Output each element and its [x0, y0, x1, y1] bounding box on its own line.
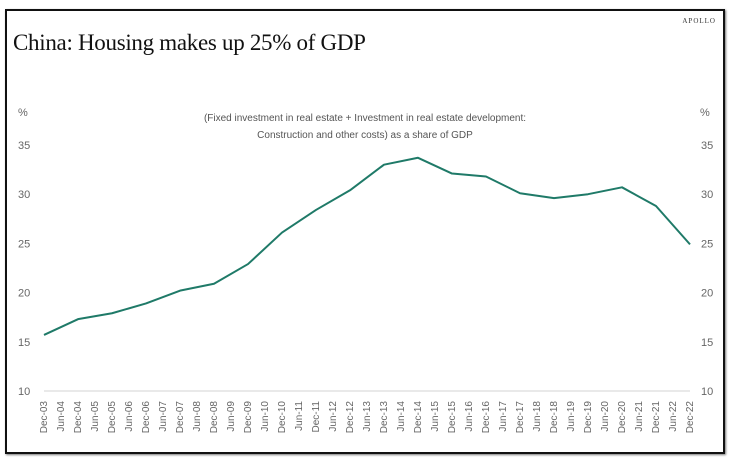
x-tick-label: Jun-21	[634, 401, 645, 432]
y-tick-left: 25	[18, 238, 30, 250]
y-tick-right: 25	[701, 238, 713, 250]
brand-logo: APOLLO	[682, 17, 716, 25]
x-tick-label: Dec-06	[141, 401, 152, 434]
y-tick-right: 30	[701, 189, 713, 201]
y-tick-left: 10	[18, 386, 30, 398]
x-tick-label: Dec-07	[175, 401, 186, 434]
x-tick-label: Dec-11	[311, 401, 322, 433]
x-tick-label: Dec-09	[243, 401, 254, 434]
x-tick-label: Jun-18	[532, 401, 543, 432]
x-tick-label: Jun-05	[90, 401, 101, 432]
x-tick-label: Jun-04	[56, 401, 67, 432]
x-tick-label: Jun-22	[668, 401, 679, 432]
x-tick-label: Dec-08	[209, 401, 220, 434]
x-tick-label: Jun-06	[124, 401, 135, 432]
y-tick-left: 15	[18, 337, 30, 349]
x-tick-label: Jun-12	[328, 401, 339, 432]
series-line	[43, 156, 691, 336]
chart-title: China: Housing makes up 25% of GDP	[13, 30, 366, 55]
x-tick-label: Jun-15	[430, 401, 441, 432]
x-tick-label: Dec-22	[685, 401, 696, 434]
y-axis-unit-left: %	[18, 107, 28, 119]
x-tick-label: Dec-05	[107, 401, 118, 434]
y-tick-right: 20	[701, 288, 713, 300]
x-tick-label: Dec-12	[345, 401, 356, 434]
x-tick-label: Jun-11	[294, 401, 305, 431]
x-tick-label: Jun-08	[192, 401, 203, 432]
y-tick-right: 15	[701, 337, 713, 349]
y-tick-right: 35	[701, 140, 713, 152]
y-tick-right: 10	[701, 386, 713, 398]
y-tick-left: 35	[18, 140, 30, 152]
x-tick-label: Jun-20	[600, 401, 611, 432]
x-tick-label: Dec-18	[549, 401, 560, 434]
x-tick-label: Dec-03	[39, 401, 50, 434]
x-tick-label: Dec-20	[617, 401, 628, 434]
x-tick-label: Jun-10	[260, 401, 271, 432]
x-tick-label: Jun-09	[226, 401, 237, 432]
x-tick-label: Jun-14	[396, 401, 407, 432]
x-tick-label: Jun-07	[158, 401, 169, 432]
x-tick-label: Jun-13	[362, 401, 373, 432]
x-tick-label: Dec-13	[379, 401, 390, 434]
x-tick-label: Dec-19	[583, 401, 594, 434]
y-tick-left: 20	[18, 288, 30, 300]
chart-subtitle: (Fixed investment in real estate + Inves…	[203, 113, 527, 141]
x-tick-label: Dec-04	[73, 401, 84, 434]
x-tick-label: Jun-17	[498, 401, 509, 432]
x-tick-label: Dec-16	[481, 401, 492, 434]
y-axis-unit-right: %	[700, 107, 710, 119]
x-tick-label: Dec-10	[277, 401, 288, 434]
x-tick-label: Jun-16	[464, 401, 475, 432]
x-tick-label: Dec-14	[413, 401, 424, 434]
x-tick-label: Dec-17	[515, 401, 526, 434]
x-tick-label: Dec-15	[447, 401, 458, 434]
chart-frame	[5, 9, 725, 454]
x-tick-label: Dec-21	[651, 401, 662, 434]
y-tick-left: 30	[18, 189, 30, 201]
x-tick-label: Jun-19	[566, 401, 577, 432]
